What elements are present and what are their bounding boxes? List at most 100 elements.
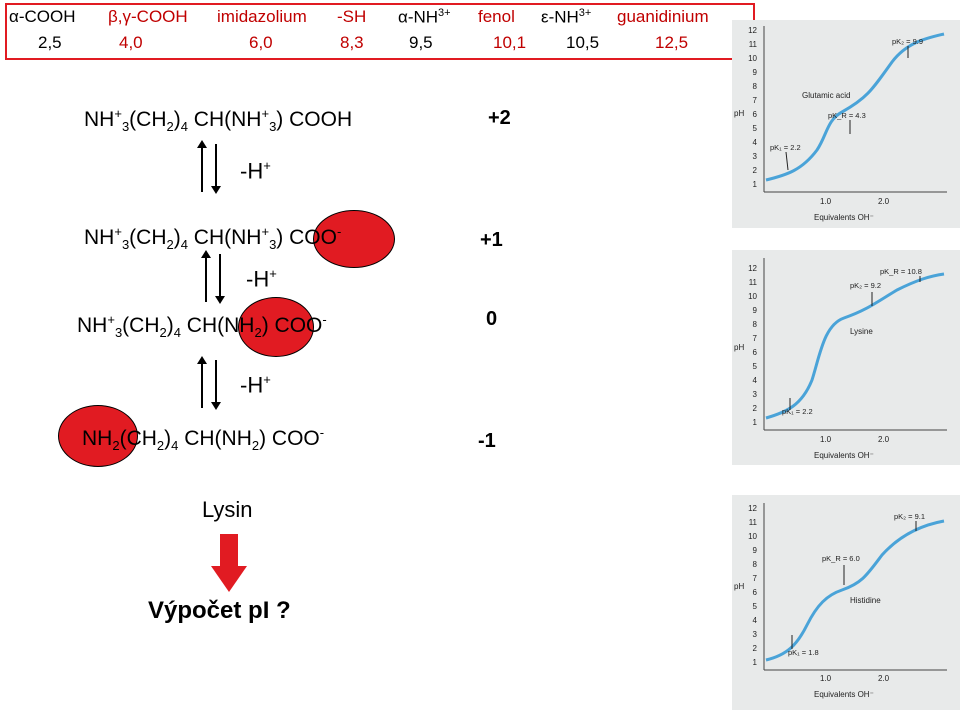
y-ticks-histidine: 1 2 3 4 5 6 7 8 9 10 11 12 <box>748 504 757 667</box>
svg-text:9: 9 <box>753 306 758 315</box>
svg-text:8: 8 <box>753 560 758 569</box>
annotation-pk1-histidine: pK₁ = 1.8 <box>788 648 819 657</box>
y-label-glutamic: pH <box>734 109 744 118</box>
highlight-terminal-nh2-ellipse <box>58 405 138 467</box>
annotation-pk1-lysine: pK₁ = 2.2 <box>782 407 813 416</box>
species-fully-deprotonated: NH2(CH2)4 CH(NH2) COO- <box>82 425 325 454</box>
svg-text:6: 6 <box>753 348 758 357</box>
svg-text:5: 5 <box>753 362 758 371</box>
svg-text:9: 9 <box>753 546 758 555</box>
svg-text:8: 8 <box>753 82 758 91</box>
x-label-histidine: Equivalents OH⁻ <box>814 690 874 699</box>
svg-text:8: 8 <box>753 320 758 329</box>
value-imidazolium: 6,0 <box>249 33 273 52</box>
curve-histidine <box>765 519 945 662</box>
deprotonation-label-2: -H+ <box>246 266 277 292</box>
svg-text:12: 12 <box>748 264 757 273</box>
charge-plus-one: +1 <box>480 229 503 251</box>
x-tick-1-glutamic: 1.0 <box>820 197 832 206</box>
curve-name-histidine: Histidine <box>850 596 881 605</box>
svg-text:2: 2 <box>753 644 758 653</box>
y-ticks-glutamic: 1 2 3 4 5 6 7 8 9 10 11 12 <box>748 26 757 189</box>
highlight-nh2-ellipse <box>238 297 314 357</box>
header-sh: -SH <box>337 7 367 26</box>
question-pi: Výpočet pI ? <box>148 597 291 624</box>
curve-glutamic <box>765 32 945 182</box>
amino-acid-name: Lysin <box>202 497 253 522</box>
annotation-pk2-lysine: pK₂ = 9.2 <box>850 281 881 290</box>
value-sh: 8,3 <box>340 33 364 52</box>
annotation-pkr-lysine: pK_R = 10.8 <box>880 267 922 276</box>
svg-text:7: 7 <box>753 334 758 343</box>
svg-text:10: 10 <box>748 532 757 541</box>
svg-text:7: 7 <box>753 574 758 583</box>
charge-plus-two: +2 <box>488 107 511 129</box>
svg-text:3: 3 <box>753 390 758 399</box>
value-guanidinium: 12,5 <box>655 33 689 52</box>
y-ticks-lysine: 1 2 3 4 5 6 7 8 9 10 11 12 <box>748 264 757 427</box>
value-fenol: 10,1 <box>493 33 527 52</box>
svg-text:1: 1 <box>753 418 758 427</box>
svg-text:10: 10 <box>748 292 757 301</box>
svg-text:1: 1 <box>753 180 758 189</box>
header-beta-gamma-cooh: β,γ-COOH <box>108 7 188 26</box>
value-alpha-nh: 9,5 <box>409 33 433 52</box>
x-tick-2-histidine: 2.0 <box>878 674 890 683</box>
x-tick-2-glutamic: 2.0 <box>878 197 890 206</box>
y-label-histidine: pH <box>734 582 744 591</box>
svg-text:6: 6 <box>753 588 758 597</box>
svg-text:7: 7 <box>753 96 758 105</box>
titration-panel-lysine: 1 2 3 4 5 6 7 8 9 10 11 12 pH 1.0 2.0 Eq… <box>732 250 960 465</box>
curve-lysine <box>765 272 945 420</box>
value-beta-gamma-cooh: 4,0 <box>119 33 143 52</box>
svg-text:2: 2 <box>753 404 758 413</box>
annotation-pk2-histidine: pK₂ = 9.1 <box>894 512 925 521</box>
header-guanidinium: guanidinium <box>617 7 709 26</box>
annotation-pk1-glutamic: pK₁ = 2.2 <box>770 143 801 152</box>
x-label-glutamic: Equivalents OH⁻ <box>814 213 874 222</box>
svg-text:3: 3 <box>753 630 758 639</box>
equilibrium-arrows-2 <box>201 250 225 304</box>
svg-text:12: 12 <box>748 504 757 513</box>
deprotonation-label-1: -H+ <box>240 158 271 184</box>
charge-minus-one: -1 <box>478 430 496 452</box>
svg-text:4: 4 <box>753 376 758 385</box>
x-tick-1-histidine: 1.0 <box>820 674 832 683</box>
deprotonation-label-3: -H+ <box>240 372 271 398</box>
header-epsilon-nh: ε-NH3+ <box>541 7 592 27</box>
charge-zero: 0 <box>486 308 498 330</box>
value-alpha-cooh: 2,5 <box>38 33 62 52</box>
value-epsilon-nh: 10,5 <box>566 33 600 52</box>
svg-text:10: 10 <box>748 54 757 63</box>
titration-panel-glutamic: 1 2 3 4 5 6 7 8 9 10 11 12 pH 1.0 2.0 Eq… <box>732 20 960 228</box>
svg-text:6: 6 <box>753 110 758 119</box>
species-zwitterion: NH+3(CH2)4 CH(NH2) COO- <box>77 312 327 341</box>
curve-name-glutamic: Glutamic acid <box>802 91 850 100</box>
annotation-pk2-glutamic: pK₂ = 9.9 <box>892 37 923 46</box>
header-alpha-cooh: α-COOH <box>9 7 76 26</box>
species-carboxylate: NH+3(CH2)4 CH(NH+3) COO- <box>84 224 342 253</box>
svg-text:9: 9 <box>753 68 758 77</box>
equilibrium-arrows-1 <box>197 140 221 194</box>
annotation-pkr-histidine: pK_R = 6.0 <box>822 554 860 563</box>
svg-text:2: 2 <box>753 166 758 175</box>
svg-text:4: 4 <box>753 616 758 625</box>
x-label-lysine: Equivalents OH⁻ <box>814 451 874 460</box>
svg-text:1: 1 <box>753 658 758 667</box>
titration-panel-histidine: 1 2 3 4 5 6 7 8 9 10 11 12 pH 1.0 2.0 Eq… <box>732 495 960 710</box>
curve-name-lysine: Lysine <box>850 327 873 336</box>
svg-text:5: 5 <box>753 602 758 611</box>
svg-text:11: 11 <box>749 278 758 287</box>
down-arrow-icon <box>211 534 247 592</box>
equilibrium-arrows-3 <box>197 356 221 410</box>
svg-text:5: 5 <box>753 124 758 133</box>
y-label-lysine: pH <box>734 343 744 352</box>
header-fenol: fenol <box>478 7 515 26</box>
svg-text:3: 3 <box>753 152 758 161</box>
svg-text:11: 11 <box>749 518 758 527</box>
header-imidazolium: imidazolium <box>217 7 307 26</box>
svg-text:12: 12 <box>748 26 757 35</box>
x-tick-2-lysine: 2.0 <box>878 435 890 444</box>
highlight-coo-ellipse <box>313 210 395 268</box>
annotation-pkr-glutamic: pK_R = 4.3 <box>828 111 866 120</box>
